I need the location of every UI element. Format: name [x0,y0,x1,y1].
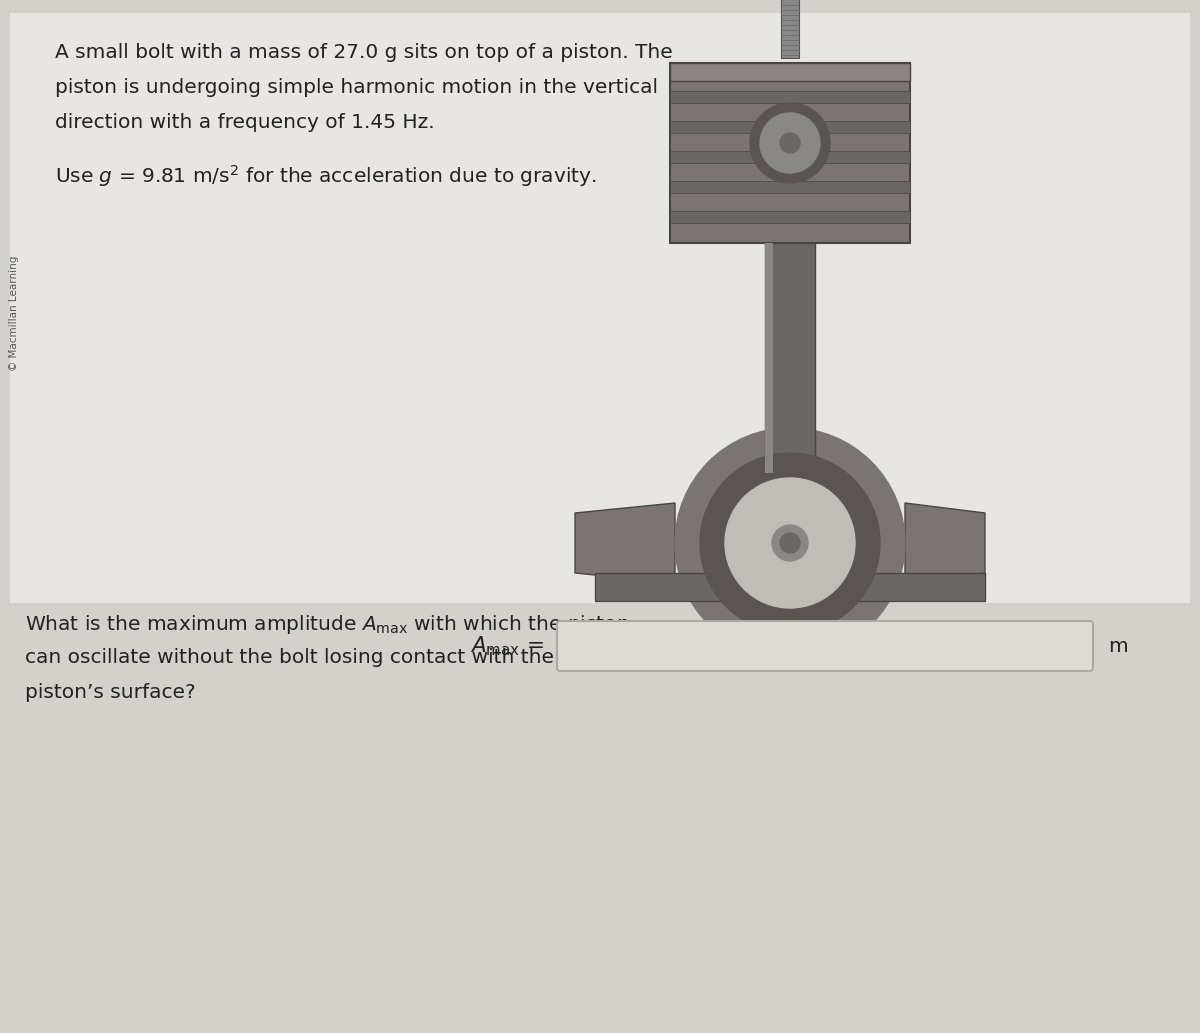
Polygon shape [575,503,674,583]
Bar [670,121,910,133]
Text: A small bolt with a mass of 27.0 g sits on top of a piston. The: A small bolt with a mass of 27.0 g sits … [55,43,673,62]
Text: can oscillate without the bolt losing contact with the: can oscillate without the bolt losing co… [25,648,554,667]
Bar [781,0,799,58]
Text: piston is undergoing simple harmonic motion in the vertical: piston is undergoing simple harmonic mot… [55,79,658,97]
Circle shape [772,525,808,561]
Bar [670,211,910,223]
Bar [670,181,910,193]
Text: What is the maximum amplitude $A_\mathrm{max}$ with which the piston: What is the maximum amplitude $A_\mathrm… [25,613,629,636]
Text: piston’s surface?: piston’s surface? [25,683,196,702]
Bar [766,243,773,473]
Bar [595,573,985,601]
Circle shape [700,453,880,633]
FancyBboxPatch shape [557,621,1093,671]
Text: m: m [1108,636,1128,656]
Text: $A_\mathrm{max}$ =: $A_\mathrm{max}$ = [470,634,544,658]
Bar [10,13,1190,603]
Circle shape [750,103,830,183]
Circle shape [760,113,820,173]
Circle shape [780,533,800,553]
Bar [670,91,910,103]
Bar [670,63,910,81]
Bar [766,243,815,473]
Text: Use $g$ = 9.81 m/s$^2$ for the acceleration due to gravity.: Use $g$ = 9.81 m/s$^2$ for the accelerat… [55,163,596,189]
Text: © Macmillan Learning: © Macmillan Learning [8,255,19,371]
Bar [670,63,910,243]
Bar [670,151,910,163]
Circle shape [725,478,854,608]
Circle shape [780,133,800,153]
Polygon shape [905,503,985,583]
Circle shape [674,428,905,658]
Text: direction with a frequency of 1.45 Hz.: direction with a frequency of 1.45 Hz. [55,113,434,132]
